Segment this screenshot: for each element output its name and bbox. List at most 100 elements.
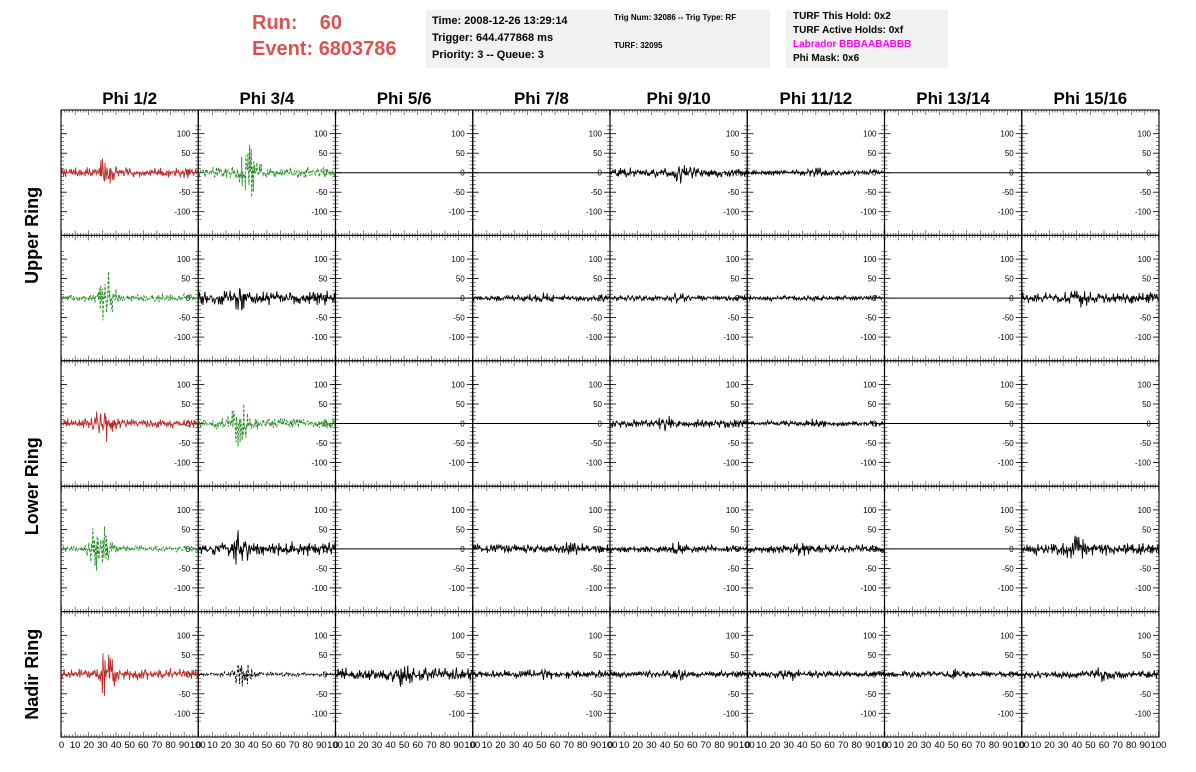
waveform-trace (61, 526, 199, 571)
row-title: Lower Ring (22, 437, 42, 535)
y-tick-label: 50 (593, 275, 602, 284)
y-tick-label: 100 (589, 255, 603, 264)
y-tick-label: 50 (319, 275, 328, 284)
y-tick-label: 50 (593, 149, 602, 158)
turf-info-box: TURF This Hold: 0x2 TURF Active Holds: 0… (786, 10, 948, 68)
y-tick-label: 50 (730, 275, 739, 284)
y-tick-label: -50 (179, 314, 191, 323)
y-tick-label: 0 (323, 545, 328, 554)
y-tick-label: 50 (1142, 400, 1151, 409)
y-tick-label: 100 (1138, 255, 1152, 264)
y-tick-label: 0 (598, 294, 603, 303)
y-tick-label: -100 (174, 459, 191, 468)
y-tick-label: -50 (728, 564, 740, 573)
waveform-trace (610, 541, 748, 554)
y-tick-label: 50 (456, 275, 465, 284)
y-tick-label: 100 (589, 381, 603, 390)
y-tick-label: -100 (311, 459, 328, 468)
trig-num-line: Trig Num: 32086 -- Trig Type: RF (614, 13, 737, 22)
y-tick-label: -100 (860, 333, 877, 342)
y-tick-label: -50 (1139, 439, 1151, 448)
row-title: Upper Ring (22, 187, 42, 284)
y-tick-label: -50 (453, 314, 465, 323)
turf-hold-line: TURF This Hold: 0x2 (793, 11, 891, 22)
y-tick-label: 0 (186, 420, 191, 429)
y-tick-label: 50 (1142, 149, 1151, 158)
y-tick-label: 50 (181, 400, 190, 409)
y-tick-label: 0 (323, 420, 328, 429)
y-tick-label: 100 (1000, 130, 1014, 139)
y-tick-label: 50 (181, 275, 190, 284)
waveform-trace (747, 167, 885, 177)
column-title: Phi 11/12 (779, 89, 852, 108)
y-tick-label: -50 (590, 188, 602, 197)
y-tick-label: 100 (1138, 381, 1152, 390)
waveform-trace (610, 165, 748, 184)
y-tick-label: -50 (865, 564, 877, 573)
y-tick-label: -100 (449, 333, 466, 342)
y-tick-label: 0 (872, 420, 877, 429)
run-event-header: Run: 60 Event: 6803786 (252, 10, 397, 62)
y-tick-label: 50 (730, 149, 739, 158)
y-tick-label: -100 (311, 333, 328, 342)
y-tick-label: -100 (586, 584, 603, 593)
y-tick-label: -100 (1135, 459, 1152, 468)
waveform-trace (198, 530, 336, 565)
column-title: Phi 1/2 (102, 89, 157, 108)
y-tick-label: 100 (451, 255, 465, 264)
priority-line: Priority: 3 -- Queue: 3 (432, 49, 544, 61)
y-tick-label: 100 (451, 381, 465, 390)
y-tick-label: 100 (1138, 130, 1152, 139)
y-tick-label: 50 (181, 525, 190, 534)
y-tick-label: 100 (314, 506, 328, 515)
y-tick-label: -100 (860, 459, 877, 468)
y-tick-label: -50 (1002, 314, 1014, 323)
y-tick-label: 50 (456, 400, 465, 409)
run-value: 60 (319, 12, 343, 34)
y-tick-label: -100 (998, 333, 1015, 342)
waveform-trace (747, 294, 885, 303)
y-tick-label: -50 (590, 564, 602, 573)
y-tick-label: -50 (1002, 439, 1014, 448)
y-tick-label: 100 (314, 255, 328, 264)
y-tick-label: -50 (179, 188, 191, 197)
y-tick-label: 0 (872, 169, 877, 178)
y-tick-label: -100 (723, 584, 740, 593)
y-tick-label: 0 (323, 169, 328, 178)
y-tick-label: -50 (316, 314, 328, 323)
y-tick-label: 50 (1005, 275, 1014, 284)
y-tick-label: -100 (311, 584, 328, 593)
y-tick-label: -50 (179, 564, 191, 573)
waveform-trace (610, 292, 748, 305)
y-tick-label: -50 (728, 188, 740, 197)
column-title: Phi 5/6 (377, 89, 432, 108)
y-tick-label: 100 (863, 506, 877, 515)
y-tick-label: 0 (735, 169, 740, 178)
y-tick-label: 50 (593, 525, 602, 534)
y-tick-label: 100 (177, 130, 191, 139)
y-tick-label: -100 (723, 459, 740, 468)
column-title: Phi 9/10 (646, 89, 710, 108)
y-tick-label: 50 (456, 149, 465, 158)
column-title: Phi 13/14 (916, 89, 990, 108)
y-tick-label: 50 (868, 400, 877, 409)
y-tick-label: -100 (174, 584, 191, 593)
row-title: Nadir Ring (22, 629, 42, 720)
y-tick-label: -50 (453, 564, 465, 573)
y-tick-label: -100 (586, 333, 603, 342)
y-tick-label: 50 (319, 400, 328, 409)
time-info-box: Time: 2008-12-26 13:29:14 Trigger: 644.4… (426, 10, 616, 68)
y-tick-label: -100 (860, 208, 877, 217)
y-tick-label: -100 (174, 208, 191, 217)
waveform-trace (61, 158, 199, 184)
column-title: Phi 15/16 (1054, 89, 1128, 108)
y-tick-label: 100 (451, 130, 465, 139)
y-tick-label: 50 (868, 149, 877, 158)
y-tick-label: -100 (860, 584, 877, 593)
y-tick-label: -50 (590, 314, 602, 323)
y-tick-label: 100 (177, 255, 191, 264)
y-tick-label: -100 (1135, 333, 1152, 342)
waveform-trace (472, 542, 610, 555)
waveform-trace (198, 403, 336, 447)
